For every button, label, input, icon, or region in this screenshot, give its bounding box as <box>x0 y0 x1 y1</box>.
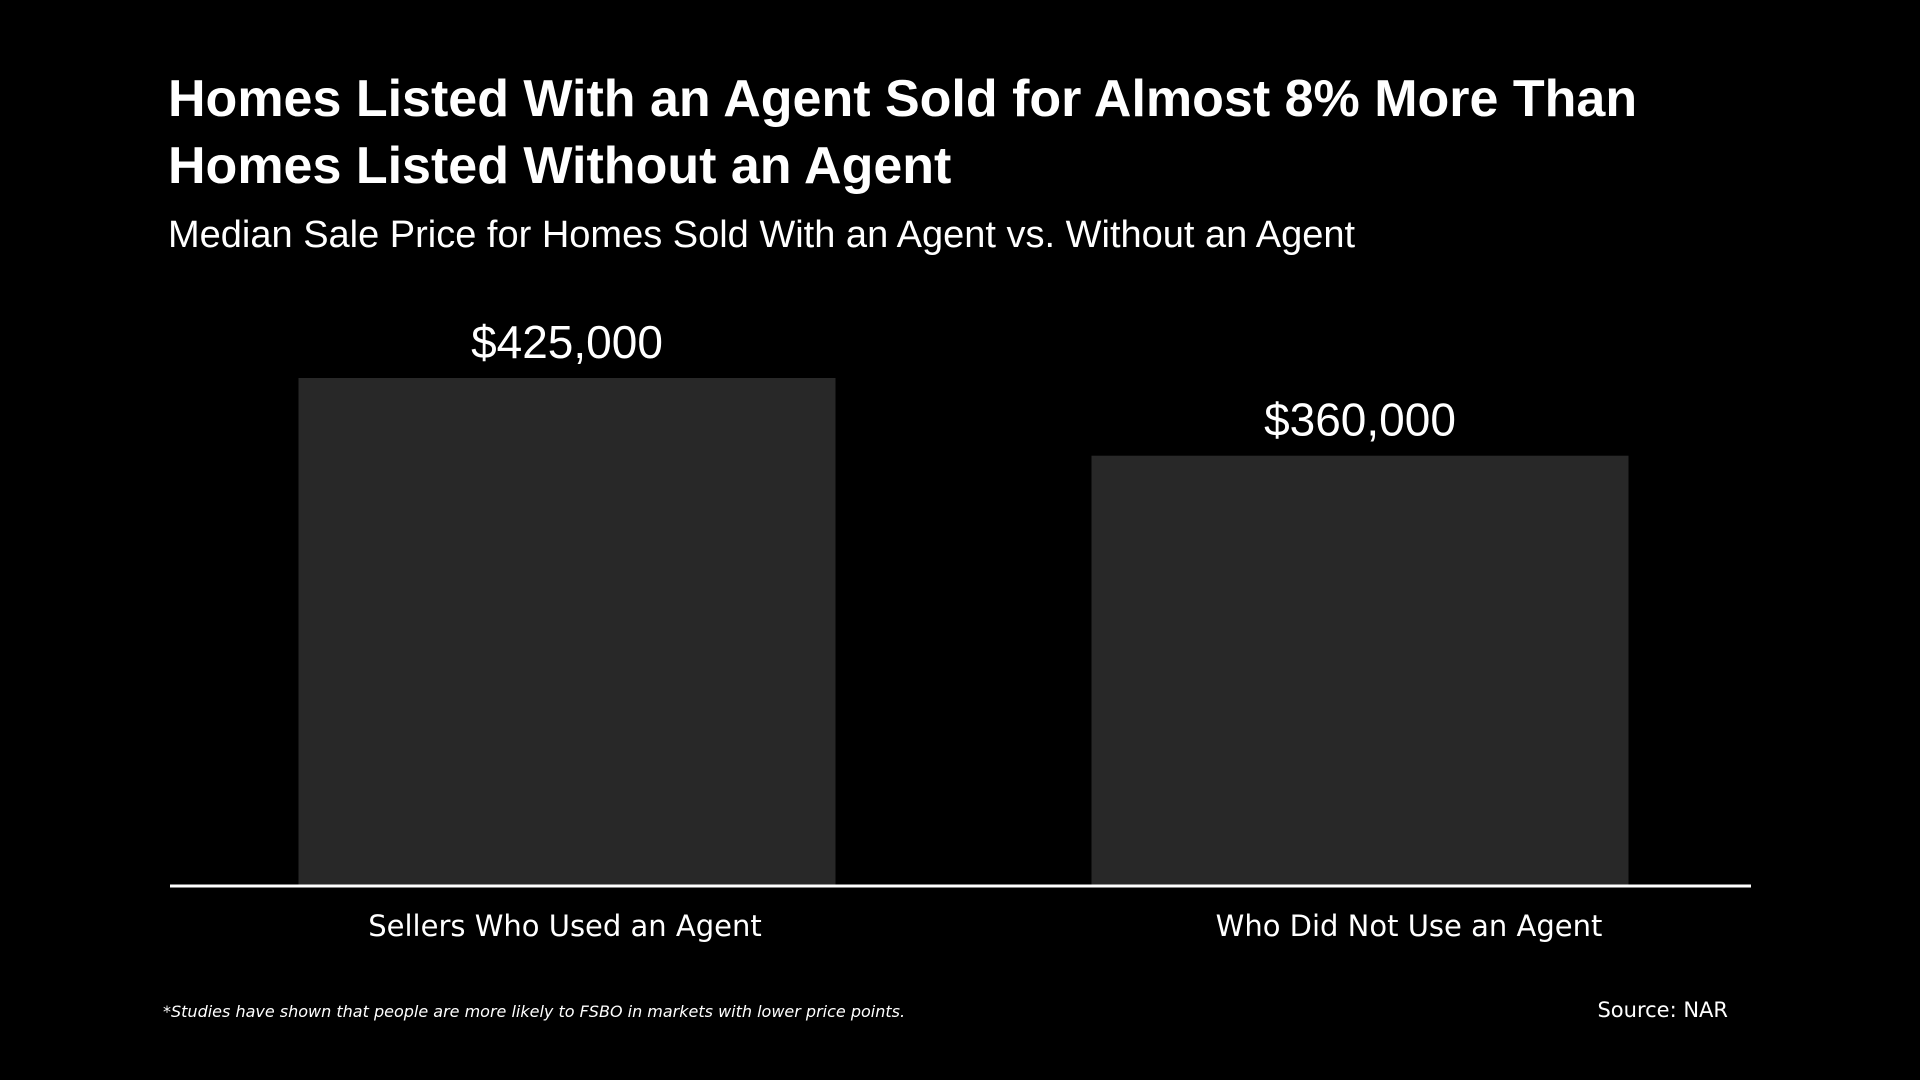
bar-2 <box>1091 455 1629 886</box>
bar-value-label-1: $425,000 <box>471 316 663 368</box>
bar-1 <box>298 378 836 886</box>
chart-subtitle: Median Sale Price for Homes Sold With an… <box>168 214 1356 256</box>
x-tick-label-2: Who Did Not Use an Agent <box>1216 909 1603 943</box>
bar-chart: $425,000 $360,000 Sellers Who Used an Agen… <box>170 316 1751 943</box>
bar-value-label-2: $360,000 <box>1264 394 1456 446</box>
x-tick-label-1: Sellers Who Used an Agent <box>368 909 761 943</box>
source-label: Source: NAR <box>1597 998 1728 1022</box>
chart-title: Homes Listed With an Agent Sold for Almo… <box>168 70 1638 195</box>
footnote: *Studies have shown that people are more… <box>163 1002 906 1021</box>
